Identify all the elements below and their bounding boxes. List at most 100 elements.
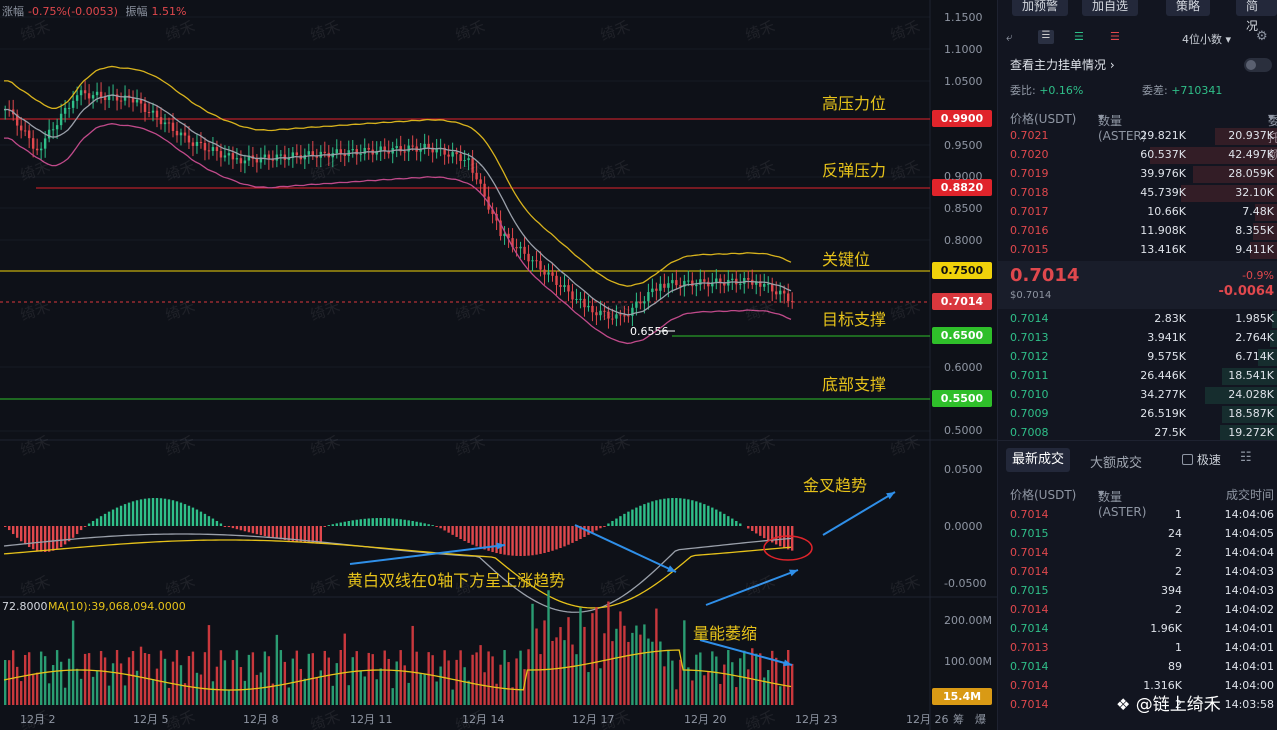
candle-body (731, 278, 734, 280)
bid-row[interactable]: 0.7012 9.575K 6.714K (998, 348, 1277, 367)
candle-body (419, 148, 422, 152)
volume-bar (475, 652, 478, 705)
depth-bar (1215, 128, 1277, 145)
strategy-button[interactable]: 策略 (1166, 0, 1211, 16)
add-alert-button[interactable]: 加预警 (1012, 0, 1069, 16)
trade-qty: 2 (1175, 546, 1182, 559)
candle-body (79, 90, 83, 96)
trade-row[interactable]: 0.7015 24 14:04:05 (998, 525, 1277, 544)
trade-row[interactable]: 0.7014 2 14:04:03 (998, 563, 1277, 582)
volume-bar (655, 608, 658, 705)
trade-row[interactable]: 0.7015 394 14:04:03 (998, 582, 1277, 601)
bid-row[interactable]: 0.7014 2.83K 1.985K (998, 310, 1277, 329)
speed-checkbox[interactable]: 极速 (1182, 451, 1221, 468)
candle-body (287, 157, 291, 160)
ask-row[interactable]: 0.7018 45.739K 32.10K (998, 184, 1277, 203)
macd-bar (347, 521, 350, 526)
candle-body (323, 151, 326, 153)
volume-bar (555, 637, 558, 705)
asks-view-icon[interactable]: ☰ (1110, 30, 1120, 43)
macd-bar (247, 526, 251, 533)
overview-button[interactable]: 简况 (1236, 0, 1277, 33)
volume-bar (467, 680, 470, 705)
candle-body (687, 280, 690, 282)
candle-body (587, 305, 590, 308)
trade-row[interactable]: 0.7014 89 14:04:01 (998, 658, 1277, 677)
volume-bar (363, 676, 366, 705)
brand-logo: ❖ @链上绮禾 (1116, 690, 1221, 715)
ask-row[interactable]: 0.7019 39.976K 28.059K (998, 165, 1277, 184)
macd-bar (83, 526, 87, 527)
depth-bar (1222, 368, 1277, 385)
tab-latest-trades[interactable]: 最新成交 (1006, 448, 1071, 472)
x-axis-label-chips[interactable]: 筹 (953, 713, 964, 726)
volume-bar (583, 626, 586, 705)
main-orders-link[interactable]: 查看主力挂单情况 › (1010, 56, 1115, 73)
trade-row[interactable]: 0.7014 2 14:03:58 (998, 696, 1277, 715)
macd-bar (671, 498, 674, 526)
trade-price: 0.7014 (1010, 546, 1049, 559)
filter-icon[interactable]: ☷ (1240, 450, 1252, 465)
volume-bar (19, 681, 23, 705)
order-amount: 32.10K (1235, 186, 1274, 199)
tab-large-trades[interactable]: 大额成交 (1090, 456, 1143, 471)
col-qty[interactable]: 数量(ASTER) ▾ (1098, 110, 1147, 143)
bid-row[interactable]: 0.7013 3.941K 2.764K (998, 329, 1277, 348)
candle-body (599, 310, 602, 316)
candle-body (759, 281, 762, 287)
trade-row[interactable]: 0.7014 1.316K 14:04:00 (998, 677, 1277, 696)
trade-col-qty[interactable]: 数量(ASTER) ▾ (1098, 486, 1147, 519)
trade-price: 0.7014 (1010, 622, 1049, 635)
macd-bar (479, 526, 482, 548)
settings-icon[interactable]: ⚙ (1256, 29, 1268, 44)
col-amount[interactable]: 委托额 ▾ (1268, 110, 1277, 162)
both-sides-view-icon[interactable]: ☰ (1038, 30, 1054, 44)
trade-row[interactable]: 0.7014 2 14:04:02 (998, 601, 1277, 620)
kline-chart[interactable]: 涨幅 -0.75%(-0.0053) 振幅 1.51% 高压力位 反弹压力 关键位 … (0, 0, 997, 730)
candle-body (471, 158, 474, 173)
bid-row[interactable]: 0.7011 26.446K 18.541K (998, 367, 1277, 386)
candle-body (307, 151, 311, 155)
decimals-select[interactable]: 4位小数 ▾ (1182, 31, 1231, 47)
volume-bar (291, 658, 295, 705)
volume-bar (503, 650, 506, 705)
depth-bar (1250, 242, 1277, 259)
x-axis-label-burst[interactable]: 爆 (975, 713, 986, 726)
bid-row[interactable]: 0.7008 27.5K 19.272K (998, 424, 1277, 443)
diff-value: +710341 (1171, 84, 1223, 97)
candle-body (279, 154, 283, 156)
add-watchlist-button[interactable]: 加自选 (1082, 0, 1139, 16)
chart-canvas[interactable] (0, 0, 997, 730)
order-qty: 60.537K (1140, 148, 1186, 161)
volume-bar (675, 689, 678, 705)
ask-row[interactable]: 0.7020 60.537K 42.497K (998, 146, 1277, 165)
main-orders-toggle[interactable] (1244, 58, 1272, 72)
volume-bar (127, 657, 131, 705)
macd-bar (659, 499, 662, 526)
bids-view-icon[interactable]: ☰ (1074, 30, 1084, 43)
macd-trend-arrow-head (496, 542, 505, 550)
depth-bar (1222, 406, 1277, 423)
bid-row[interactable]: 0.7009 26.519K 18.587K (998, 405, 1277, 424)
ask-row[interactable]: 0.7016 11.908K 8.355K (998, 222, 1277, 241)
candle-body (763, 283, 766, 287)
ask-row[interactable]: 0.7015 13.416K 9.411K (998, 241, 1277, 260)
macd-bar (759, 526, 762, 536)
volume-bar (427, 652, 430, 705)
ask-row[interactable]: 0.7021 29.821K 20.937K (998, 127, 1277, 146)
volume-bar (271, 683, 275, 705)
macd-bar (39, 526, 43, 552)
trade-row[interactable]: 0.7014 2 14:04:04 (998, 544, 1277, 563)
bid-row[interactable]: 0.7010 34.277K 24.028K (998, 386, 1277, 405)
volume-bar (327, 657, 330, 705)
trade-row[interactable]: 0.7014 1.96K 14:04:01 (998, 620, 1277, 639)
trade-row[interactable]: 0.7014 1 14:04:06 (998, 506, 1277, 525)
macd-bar (511, 526, 514, 556)
macd-bar (715, 509, 718, 526)
trade-row[interactable]: 0.7013 1 14:04:01 (998, 639, 1277, 658)
view-toggle-icon[interactable]: ⤶ (1006, 30, 1013, 44)
macd-bar (775, 526, 778, 545)
volume-bar (187, 656, 191, 705)
candle-body (75, 95, 79, 101)
ask-row[interactable]: 0.7017 10.66K 7.48K (998, 203, 1277, 222)
